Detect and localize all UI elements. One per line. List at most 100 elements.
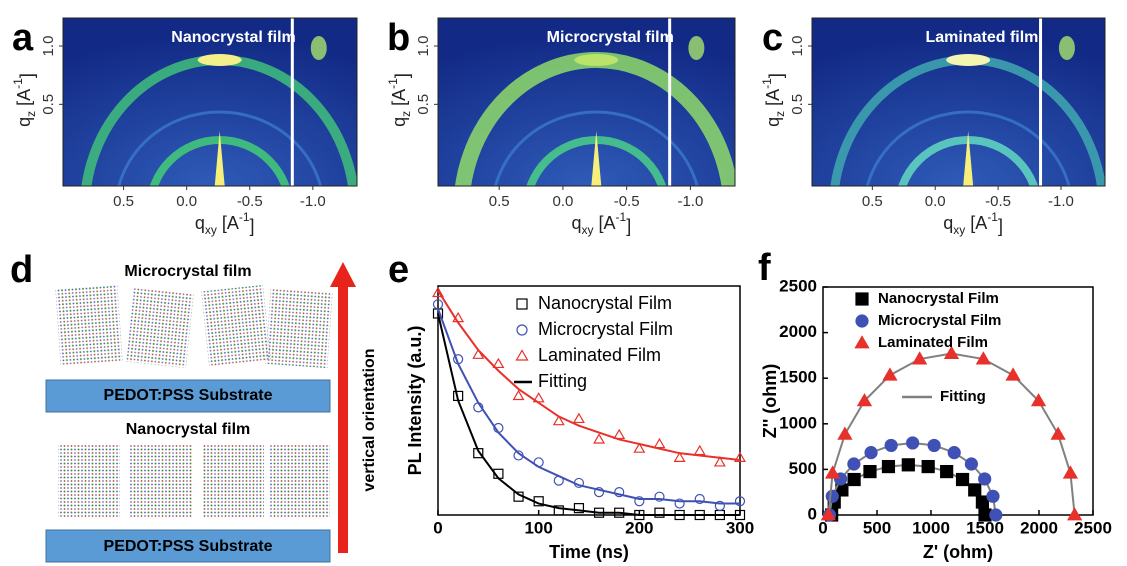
x-axis-label-part: -1 xyxy=(239,210,250,224)
legend-label: Nanocrystal Film xyxy=(538,293,672,313)
marker xyxy=(902,459,914,471)
marker xyxy=(695,446,705,455)
marker xyxy=(848,474,860,486)
x-axis-label-part: xy xyxy=(205,223,217,237)
y-axis-label-part: ] xyxy=(766,73,786,78)
diffraction-spot xyxy=(688,36,704,60)
panel-letter: c xyxy=(762,17,783,59)
legend-marker xyxy=(856,293,868,305)
panel-letter: d xyxy=(10,249,33,291)
y-axis-label-part: q xyxy=(389,117,409,127)
marker xyxy=(554,476,563,485)
panel-letter: e xyxy=(388,249,409,291)
x-tick-label: -0.5 xyxy=(985,193,1011,210)
panel-letter: b xyxy=(387,17,410,59)
legend-marker xyxy=(855,336,868,347)
x-axis-label-part: [A xyxy=(222,213,239,233)
x-axis-label-part: -1 xyxy=(987,210,998,224)
x-axis-label-part: xy xyxy=(953,223,965,237)
figure: Microcrystal film PEDOT:PSS Substrate Na… xyxy=(0,0,1127,566)
x-tick-label: 0.5 xyxy=(113,193,134,210)
x-tick-label: 500 xyxy=(863,518,891,537)
fit-line xyxy=(832,465,985,515)
legend-label: Fitting xyxy=(538,371,587,391)
lattice xyxy=(265,288,332,368)
y-axis-label: Z'' (ohm) xyxy=(760,364,780,439)
x-axis-label-part: [A xyxy=(970,213,987,233)
fit-line xyxy=(438,313,740,515)
substrate-label: PEDOT:PSS Substrate xyxy=(104,538,273,555)
marker xyxy=(865,447,877,459)
y-tick-label: 1500 xyxy=(779,368,817,387)
legend-label: Nanocrystal Film xyxy=(878,290,999,307)
y-axis-label-part: z xyxy=(773,111,787,117)
y-tick-label: 0.5 xyxy=(40,94,57,115)
legend-label: Laminated Film xyxy=(878,334,988,351)
diffraction-spot xyxy=(574,54,618,66)
legend-marker xyxy=(517,351,528,361)
marker xyxy=(948,447,960,459)
y-axis-label-part: -1 xyxy=(386,78,400,89)
x-tick-label: 0.0 xyxy=(552,193,573,210)
diffraction-spot xyxy=(198,54,242,66)
image-title: Laminated film xyxy=(925,29,1038,46)
panel-letter: f xyxy=(758,247,771,289)
y-tick-label: 0.5 xyxy=(415,94,432,115)
diffraction-spot xyxy=(311,36,327,60)
lattice xyxy=(270,444,330,518)
marker xyxy=(1006,369,1019,380)
marker xyxy=(922,461,934,473)
y-tick-label: 0.5 xyxy=(789,94,806,115)
y-tick-label: 1.0 xyxy=(40,36,57,57)
marker xyxy=(969,484,981,496)
y-axis-label-part: -1 xyxy=(760,78,774,89)
marker xyxy=(941,466,953,478)
marker xyxy=(1064,467,1077,478)
y-axis-label-part: ] xyxy=(17,73,37,78)
marker xyxy=(826,490,838,502)
x-axis-label: Time (ns) xyxy=(549,542,629,562)
y-axis-label-part: z xyxy=(399,111,413,117)
marker xyxy=(826,467,839,478)
x-axis-label-part: ] xyxy=(998,216,1003,236)
lattice xyxy=(126,287,194,368)
marker xyxy=(864,466,876,478)
x-axis-label-part: ] xyxy=(626,216,631,236)
y-tick-label: 2500 xyxy=(779,276,817,295)
legend-label: Microcrystal Film xyxy=(878,312,1001,329)
lattice xyxy=(130,444,192,518)
y-axis-label: qz[A-1] xyxy=(11,73,38,127)
y-tick-label: 1000 xyxy=(779,413,817,432)
arrow-label: vertical orientation xyxy=(361,348,378,491)
x-tick-label: 2000 xyxy=(1020,518,1058,537)
y-axis-label-part: ] xyxy=(392,73,412,78)
marker xyxy=(979,473,991,485)
marker xyxy=(885,439,897,451)
marker xyxy=(574,414,584,423)
y-axis-label-part: -1 xyxy=(11,78,25,89)
marker xyxy=(883,369,896,380)
y-axis-label: PL Intensity (a.u.) xyxy=(405,326,425,476)
x-tick-label: 0.5 xyxy=(862,193,883,210)
marker xyxy=(990,509,1002,521)
marker xyxy=(965,458,977,470)
image-title: Nanocrystal film xyxy=(171,29,295,46)
x-axis-label-part: -1 xyxy=(616,210,627,224)
marker xyxy=(838,428,851,439)
y-axis-label: qz[A-1] xyxy=(760,73,787,127)
legend-marker xyxy=(517,325,527,335)
legend-label: Fitting xyxy=(940,388,986,405)
y-axis-label-part: [A xyxy=(389,89,409,106)
marker xyxy=(907,437,919,449)
x-axis-label: qxy[A-1] xyxy=(943,210,1003,237)
marker xyxy=(848,458,860,470)
x-tick-label: -0.5 xyxy=(614,193,640,210)
legend-label: Laminated Film xyxy=(538,345,661,365)
y-axis-label: qz [A-1] xyxy=(386,73,413,127)
legend-label: Microcrystal Film xyxy=(538,319,673,339)
marker xyxy=(594,434,604,443)
y-tick-label: 0 xyxy=(808,504,817,523)
x-tick-label: -1.0 xyxy=(677,193,703,210)
x-tick-label: 200 xyxy=(625,518,653,537)
x-tick-label: 300 xyxy=(726,518,754,537)
